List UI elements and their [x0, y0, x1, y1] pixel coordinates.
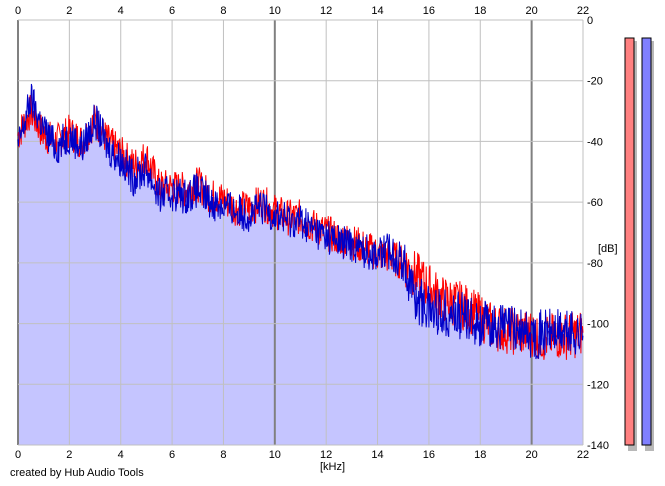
x-tick-label-top: 14	[371, 5, 383, 17]
grid-layer	[17, 19, 584, 446]
y-tick-label: -140	[587, 440, 609, 452]
x-tick-label-bottom: 16	[423, 449, 435, 461]
y-axis-label: [dB]	[598, 243, 618, 255]
x-tick-label-bottom: 12	[320, 449, 332, 461]
x-tick-label-bottom: 6	[169, 449, 175, 461]
x-ticks-bottom: 0 2 4 6 8 10 12 14 16 18 20 22	[15, 449, 589, 461]
x-tick-label-bottom: 18	[474, 449, 486, 461]
meter-left	[624, 37, 635, 446]
x-tick-label-top: 4	[118, 5, 124, 17]
x-tick-label-bottom: 14	[371, 449, 383, 461]
x-tick-label-top: 18	[474, 5, 486, 17]
x-tick-label-top: 16	[423, 5, 435, 17]
x-tick-label-bottom: 0	[15, 449, 21, 461]
x-tick-label-top: 8	[220, 5, 226, 17]
series-layer	[17, 83, 584, 360]
y-tick-label: -20	[587, 76, 603, 88]
x-tick-label-top: 10	[269, 5, 281, 17]
y-ticks-right: 0 -20 -40 -60 -80 -100 -120 -140	[587, 15, 609, 452]
y-tick-label: 0	[587, 15, 593, 27]
x-tick-label-bottom: 10	[269, 449, 281, 461]
y-tick-label: -120	[587, 379, 609, 391]
x-tick-label-bottom: 2	[66, 449, 72, 461]
y-tick-label: -40	[587, 136, 603, 148]
x-tick-label-bottom: 8	[220, 449, 226, 461]
x-tick-label-bottom: 20	[526, 449, 538, 461]
x-tick-label-top: 2	[66, 5, 72, 17]
meter-right	[641, 37, 652, 446]
x-tick-label-top: 12	[320, 5, 332, 17]
x-tick-label-bottom: 22	[577, 449, 589, 461]
series-line-2	[17, 83, 584, 360]
y-tick-label: -60	[587, 197, 603, 209]
x-tick-label-bottom: 4	[118, 449, 124, 461]
level-meters	[624, 37, 654, 451]
x-tick-label-top: 22	[577, 5, 589, 17]
x-tick-label-top: 20	[526, 5, 538, 17]
x-axis-label: [kHz]	[320, 461, 345, 473]
x-ticks-top: 0 2 4 6 8 10 12 14 16 18 20 22	[15, 5, 589, 17]
y-tick-label: -80	[587, 258, 603, 270]
y-tick-label: -100	[587, 319, 609, 331]
credit-text: created by Hub Audio Tools	[10, 467, 144, 479]
x-tick-label-top: 6	[169, 5, 175, 17]
x-tick-label-top: 0	[15, 5, 21, 17]
